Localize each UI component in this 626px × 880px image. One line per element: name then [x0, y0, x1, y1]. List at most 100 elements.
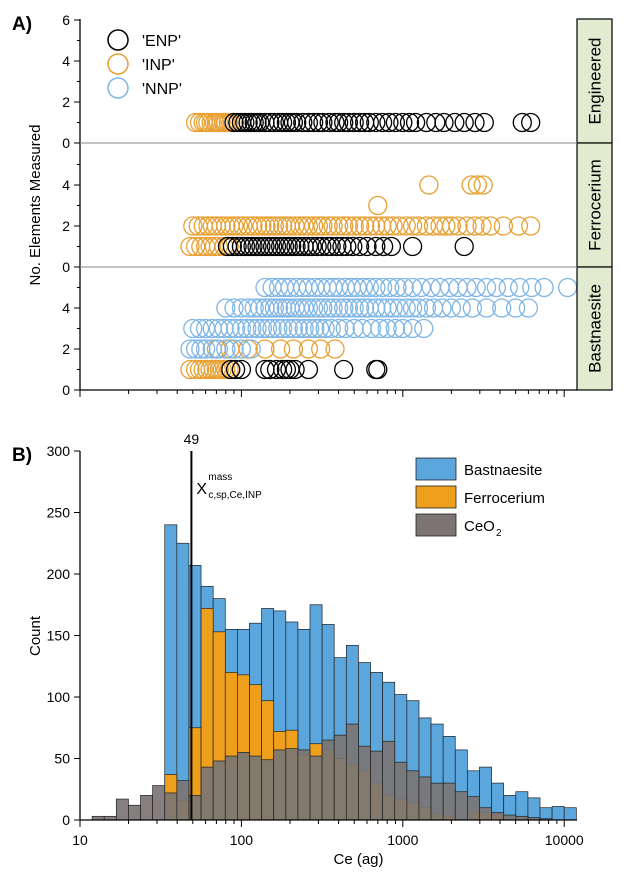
scatter-point [419, 175, 439, 195]
scatter-point [377, 216, 397, 236]
scatter-point [372, 112, 393, 133]
x-tick-label: 10000 [545, 832, 584, 848]
legend-label-sub: 2 [496, 528, 502, 539]
scatter-point [264, 112, 285, 133]
y-tick-label: 4 [62, 177, 70, 193]
hist-bar [479, 807, 492, 821]
legend-swatch [415, 457, 457, 481]
scatter-point [252, 216, 272, 236]
scatter-point [276, 359, 297, 380]
scatter-point [337, 236, 357, 257]
scatter-point [381, 236, 402, 257]
scatter-point [228, 216, 249, 236]
scatter-point [321, 318, 341, 339]
facet-label: Bastnaesite [586, 284, 605, 373]
scatter-point [366, 298, 386, 318]
scatter-point [311, 339, 331, 359]
scatter-point [368, 359, 388, 380]
scatter-point [402, 216, 423, 236]
scatter-point [268, 216, 289, 236]
hist-bar [212, 760, 226, 821]
scatter-point [224, 298, 244, 318]
y-tick-label: 300 [47, 443, 71, 459]
hist-bar [261, 759, 275, 821]
scatter-point [300, 318, 320, 339]
scatter-point [274, 236, 295, 257]
scatter-point [344, 112, 364, 133]
scatter-point [276, 112, 297, 133]
scatter-point [402, 236, 423, 257]
facet-strip [576, 142, 613, 268]
scatter-point [366, 277, 386, 298]
legend-label: 'NNP' [142, 81, 182, 98]
scatter-point [222, 236, 243, 257]
hist-bar [491, 812, 505, 821]
hist-bar [273, 749, 287, 821]
hist-bar [515, 791, 529, 821]
scatter-point [278, 318, 298, 339]
hist-bar [237, 751, 250, 821]
hist-bar [140, 795, 153, 821]
scatter-point [302, 236, 322, 257]
scatter-point [380, 277, 400, 298]
scatter-point [298, 216, 319, 236]
scatter-point [408, 216, 429, 236]
threshold-label-sup: mass [208, 472, 232, 483]
scatter-point [262, 318, 282, 339]
hist-bar [382, 740, 396, 821]
scatter-point [239, 236, 260, 257]
hist-bar [527, 797, 541, 821]
hist-bar [563, 807, 577, 821]
scatter-point [357, 236, 377, 257]
scatter-point [251, 236, 271, 257]
x-tick-label: 100 [230, 832, 254, 848]
scatter-point [318, 298, 338, 318]
scatter-point [183, 216, 203, 236]
scatter-point [243, 236, 263, 257]
scatter-point [434, 112, 454, 133]
scatter-point [189, 112, 210, 133]
y-tick-label: 2 [62, 218, 70, 234]
scatter-point [259, 236, 279, 257]
series-ceo2 [91, 723, 553, 821]
scatter-point [349, 298, 370, 318]
legend-label: 'INP' [142, 57, 175, 74]
scatter-point [498, 277, 518, 298]
scatter-point [480, 216, 501, 236]
scatter-point [312, 236, 332, 257]
scatter-point [231, 339, 252, 359]
hist-bar [297, 749, 311, 821]
scatter-point [361, 318, 382, 339]
scatter-point [354, 112, 375, 133]
scatter-point [461, 175, 481, 195]
scatter-point [313, 112, 333, 133]
scatter-point [315, 318, 335, 339]
scatter-point [303, 112, 324, 133]
facet-strip [576, 18, 613, 144]
scatter-point [257, 318, 278, 339]
scatter-point [473, 175, 493, 195]
hist-bar [454, 791, 468, 821]
threshold-label: X [196, 481, 207, 498]
y-tick-label: 50 [54, 751, 70, 767]
legend-swatch [415, 513, 457, 537]
scatter-point [313, 298, 333, 318]
scatter-point [283, 318, 304, 339]
threshold-label-sub: c,sp,Ce,INP [208, 490, 262, 501]
scatter-point [307, 236, 327, 257]
scatter-point [195, 339, 216, 359]
scatter-point [389, 298, 409, 318]
scatter-point [476, 277, 497, 298]
scatter-point [334, 298, 354, 318]
scatter-point [282, 236, 302, 257]
scatter-point [227, 236, 247, 257]
facet-label: Engineered [586, 38, 605, 125]
y-tick-label: 150 [47, 628, 71, 644]
scatter-point [216, 298, 236, 318]
scatter-point [255, 236, 275, 257]
hist-bar [551, 806, 565, 821]
scatter-point [557, 277, 578, 298]
scatter-point [366, 112, 386, 133]
scatter-point [349, 216, 370, 236]
